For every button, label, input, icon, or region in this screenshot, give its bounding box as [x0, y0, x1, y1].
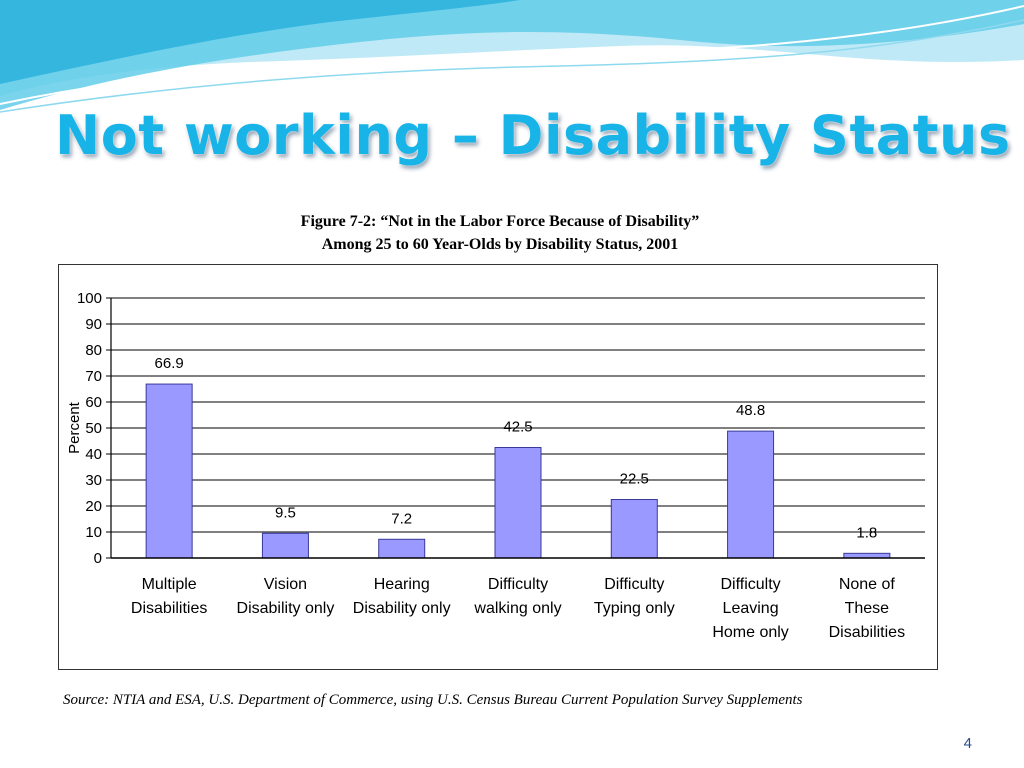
- data-label: 22.5: [620, 471, 649, 488]
- data-label: 9.5: [275, 504, 296, 521]
- y-tick-label: 70: [85, 368, 102, 385]
- data-label: 42.5: [503, 419, 532, 436]
- y-tick-label: 80: [85, 342, 102, 359]
- x-category-label: Difficulty: [720, 576, 780, 593]
- x-category-label: Difficulty: [604, 576, 664, 593]
- x-category-label: Disability only: [237, 600, 335, 617]
- x-category-label: walking only: [473, 600, 561, 617]
- x-category-label: Disabilities: [829, 624, 905, 641]
- bar: [145, 383, 193, 559]
- bar: [378, 538, 426, 559]
- y-tick-label: 100: [77, 290, 102, 307]
- chart-subtitle: Among 25 to 60 Year-Olds by Disability S…: [321, 236, 679, 253]
- y-tick-label: 10: [85, 524, 102, 541]
- x-category-label: Disabilities: [131, 600, 207, 617]
- y-tick-label: 90: [85, 316, 102, 333]
- y-tick-label: 60: [85, 394, 102, 411]
- y-axis-label: Percent: [66, 401, 83, 454]
- x-category-label: Vision: [264, 576, 307, 593]
- x-category-label: None of: [839, 576, 896, 593]
- bar: [494, 447, 542, 559]
- data-label: 7.2: [391, 510, 412, 527]
- y-tick-label: 40: [85, 446, 102, 463]
- chart-title: Figure 7-2: “Not in the Labor Force Beca…: [300, 213, 700, 230]
- slide-title: Not working – Disability Status: [55, 104, 1011, 167]
- wave-line-2: [0, 19, 1024, 113]
- page-number: 4: [963, 735, 972, 752]
- source-note: Source: NTIA and ESA, U.S. Department of…: [63, 692, 803, 708]
- y-tick-label: 50: [85, 420, 102, 437]
- x-category-label: Disability only: [353, 600, 451, 617]
- bar: [727, 430, 775, 559]
- x-category-label: Multiple: [142, 576, 197, 593]
- wave-front: [0, 0, 520, 84]
- data-label: 48.8: [736, 402, 765, 419]
- data-label: 1.8: [856, 524, 877, 541]
- data-label: 66.9: [155, 355, 184, 372]
- bar: [261, 532, 309, 559]
- chart-frame: 0 10 20 30 40 50 60 70 80 90 100 Percent 66.9 Multipl…: [58, 264, 938, 670]
- x-category-label: Leaving: [723, 600, 779, 617]
- y-tick-label: 0: [94, 550, 102, 567]
- x-category-label: Typing only: [594, 600, 675, 617]
- x-category-label: Difficulty: [488, 576, 548, 593]
- bar: [610, 499, 658, 559]
- wave-line-1: [0, 5, 1024, 105]
- x-category-label: Home only: [712, 624, 788, 641]
- y-tick-label: 30: [85, 472, 102, 489]
- header-wave-decoration: [0, 0, 1024, 113]
- x-category-label: These: [845, 600, 890, 617]
- y-tick-label: 20: [85, 498, 102, 515]
- bar-chart: 0 10 20 30 40 50 60 70 80 90 100 Percent 66.9 Multipl…: [66, 290, 925, 641]
- x-category-label: Hearing: [374, 576, 430, 593]
